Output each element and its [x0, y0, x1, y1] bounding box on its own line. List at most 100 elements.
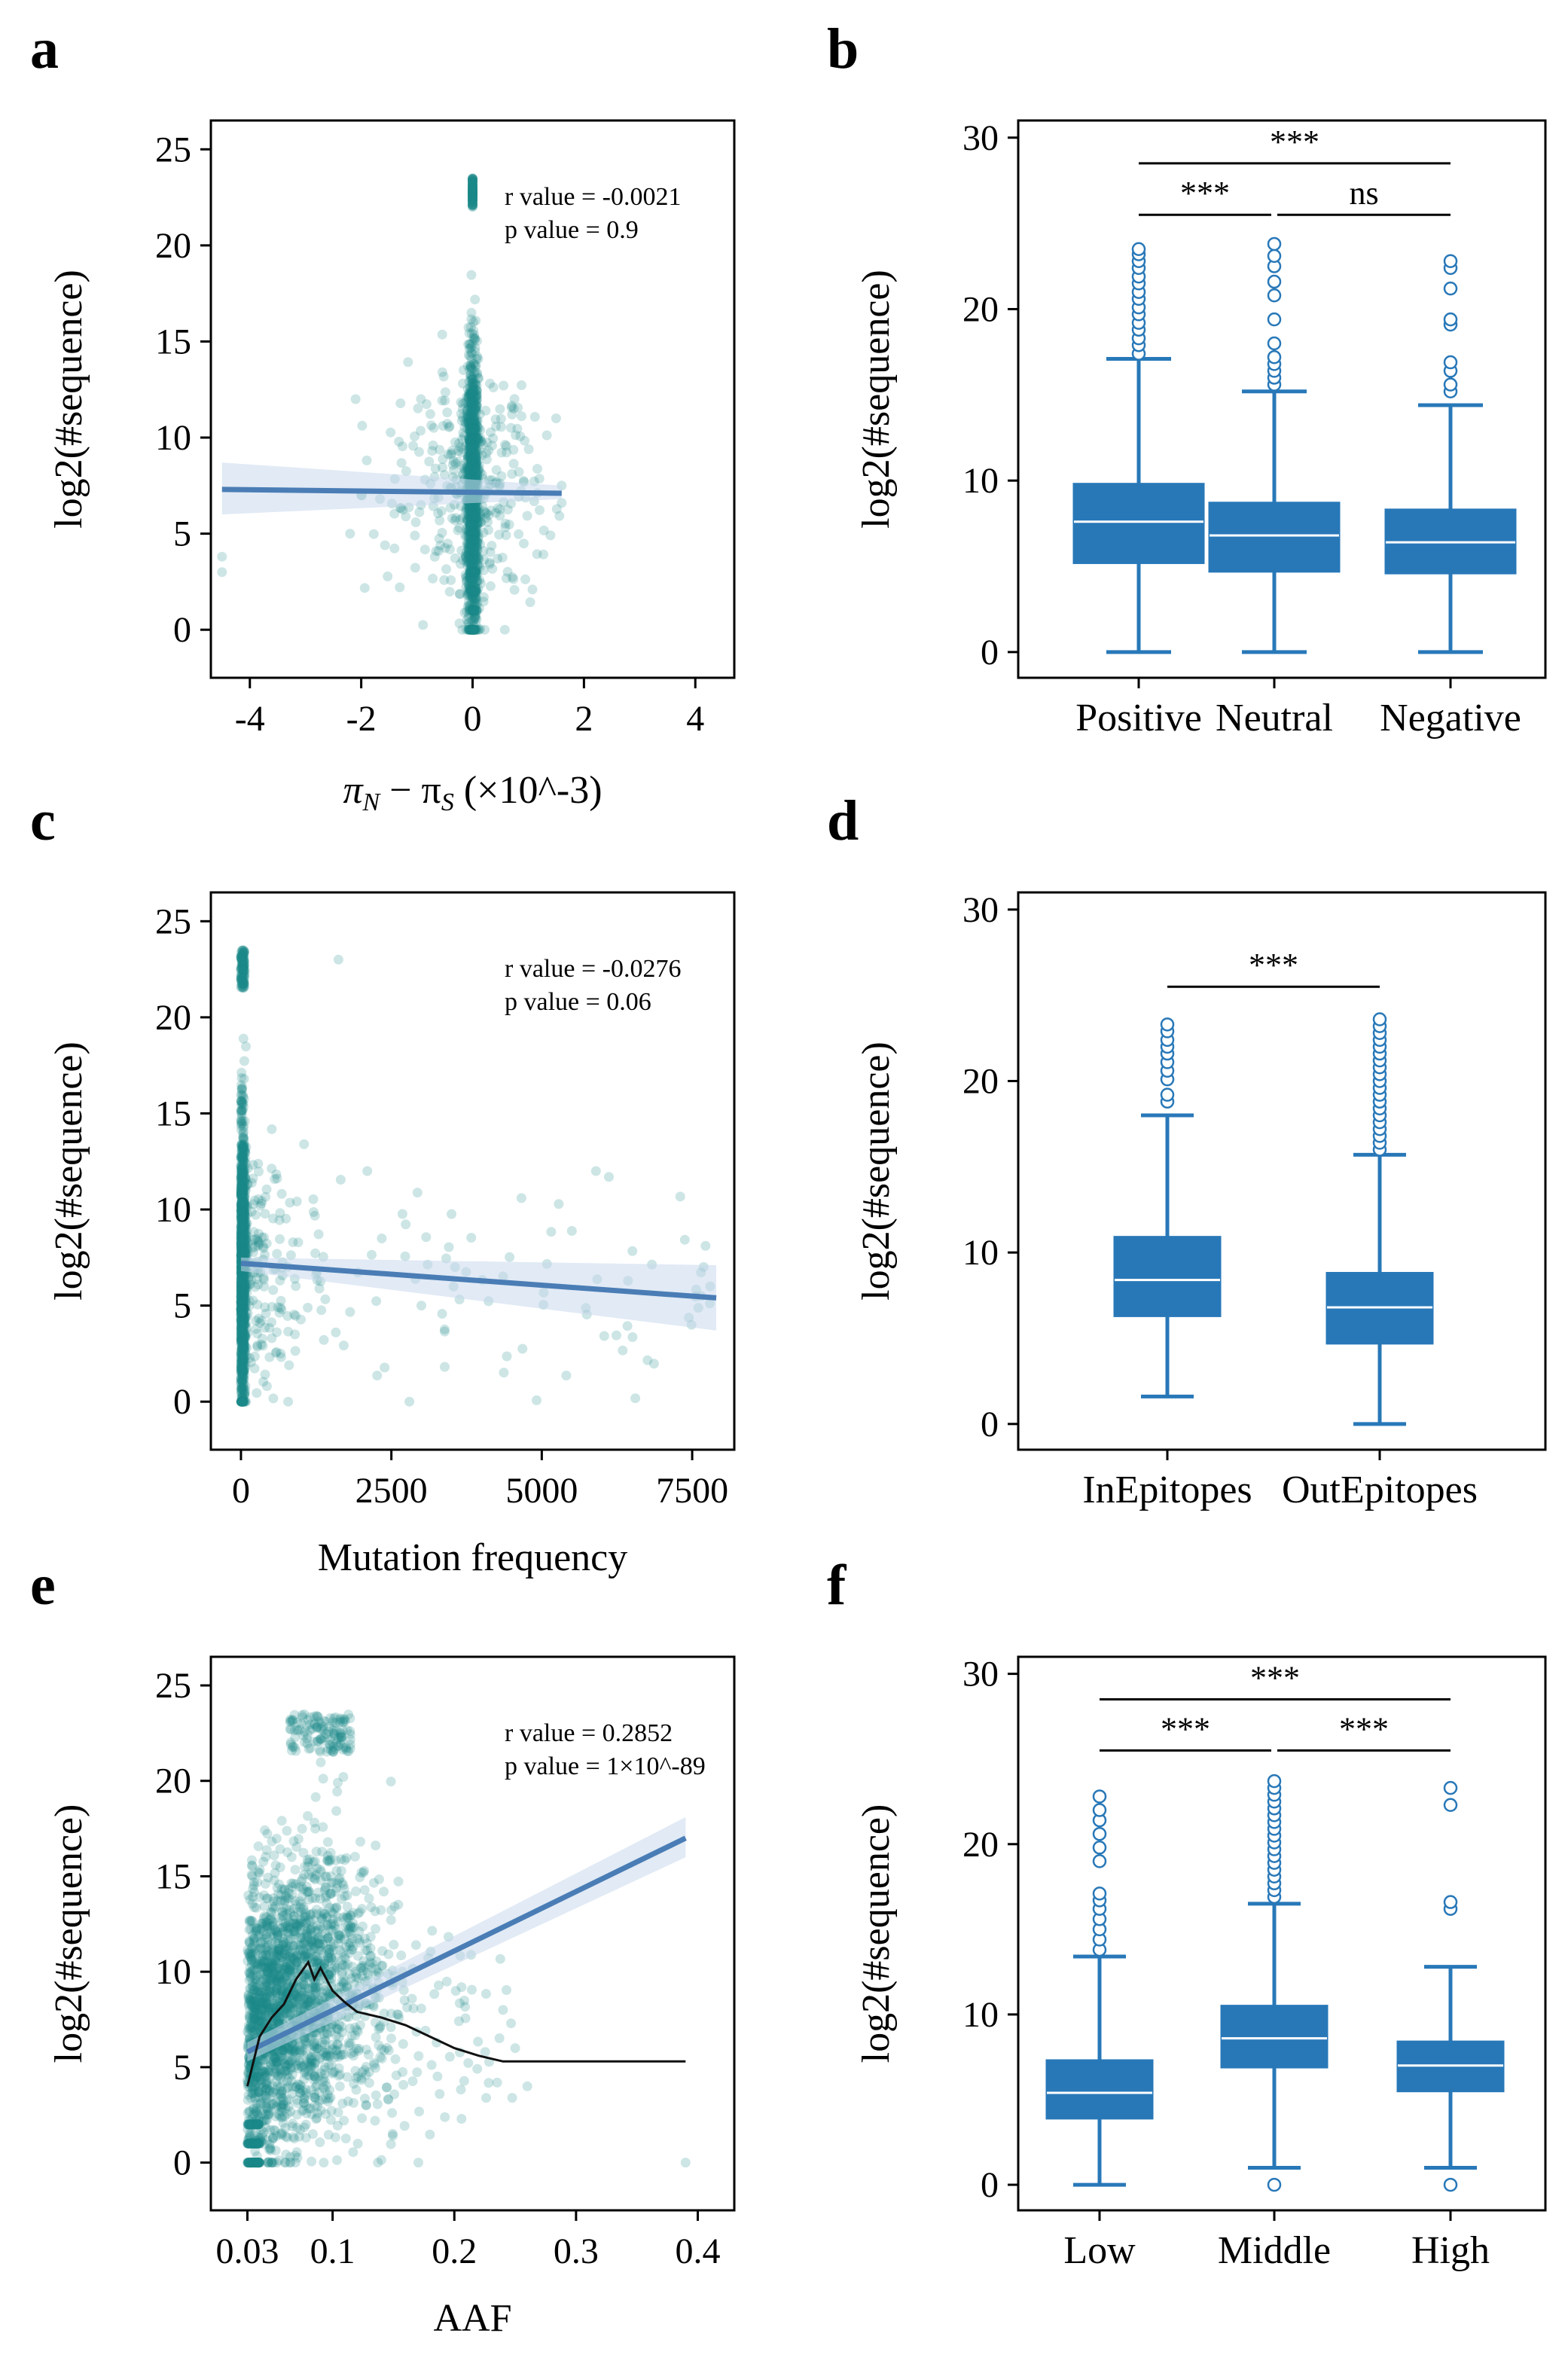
scatter-point [466, 270, 477, 280]
scatter-point [440, 1362, 450, 1372]
scatter-point [469, 519, 480, 529]
scatter-point [467, 509, 477, 520]
scatter-point [464, 525, 474, 535]
scatter-point [456, 416, 467, 426]
x-tick-label-c: 7500 [656, 1471, 728, 1511]
scatter-point [470, 567, 480, 578]
scatter-point [470, 471, 480, 481]
scatter-point [371, 1296, 382, 1307]
scatter-point [467, 574, 477, 584]
scatter-point [468, 416, 478, 426]
scatter-point [466, 407, 477, 418]
scatter-point [471, 389, 482, 400]
scatter-point [475, 539, 485, 550]
scatter-point [474, 459, 484, 470]
scatter-point [428, 573, 438, 584]
scatter-point [468, 458, 478, 468]
scatter-point [490, 414, 501, 425]
scatter-point [465, 624, 475, 635]
scatter-point [469, 586, 480, 596]
scatter-point [236, 1164, 247, 1175]
scatter-point [470, 525, 480, 535]
scatter-point [469, 567, 479, 578]
scatter-point [468, 428, 478, 438]
scatter-point [468, 624, 478, 635]
scatter-point [468, 624, 478, 635]
scatter-point [238, 1283, 248, 1294]
scatter-point [467, 389, 477, 399]
scatter-point [467, 416, 477, 426]
scatter-point [469, 425, 480, 435]
scatter-point [465, 448, 476, 459]
scatter-point [236, 1139, 247, 1149]
scatter-point [239, 1246, 250, 1257]
scatter-point [468, 520, 478, 530]
scatter-point [465, 459, 475, 470]
x-category-label-b: Negative [1380, 697, 1521, 740]
scatter-point [462, 514, 473, 525]
scatter-point [470, 505, 480, 515]
scatter-point [468, 460, 477, 471]
scatter-point [468, 428, 478, 438]
scatter-point [590, 1166, 601, 1176]
scatter-point [236, 1221, 247, 1231]
scatter-point [468, 585, 479, 596]
scatter-point [466, 523, 477, 534]
scatter-point [468, 200, 477, 210]
scatter-point [468, 567, 478, 578]
scatter-point [466, 419, 477, 429]
scatter-point [467, 457, 477, 468]
scatter-point [236, 1240, 247, 1250]
scatter-point [471, 553, 482, 563]
scatter-point [468, 465, 478, 476]
scatter-point [471, 467, 481, 477]
scatter-point [468, 594, 478, 605]
scatter-point [349, 1851, 360, 1862]
scatter-point [467, 459, 477, 470]
scatter-point [239, 1359, 249, 1370]
scatter-point [465, 401, 476, 411]
scatter-point [467, 328, 477, 339]
scatter-point [468, 195, 477, 206]
scatter-point [468, 190, 477, 200]
scatter-point [471, 456, 482, 467]
scatter-point [386, 427, 396, 438]
scatter-point [465, 508, 476, 518]
scatter-point [252, 1341, 263, 1350]
scatter-point [525, 597, 535, 608]
scatter-point [471, 391, 482, 401]
scatter-point [468, 421, 478, 431]
x-axis-label-c: Mutation frequency [318, 1536, 628, 1579]
scatter-point [468, 446, 478, 456]
scatter-point [238, 1366, 249, 1377]
scatter-point [466, 624, 477, 635]
scatter-point [465, 453, 475, 463]
scatter-point [463, 416, 474, 426]
scatter-point [466, 514, 477, 525]
scatter-point [470, 461, 480, 471]
scatter-point [239, 1287, 250, 1297]
scatter-point [468, 182, 477, 193]
scatter-point [460, 569, 471, 580]
scatter-point [468, 605, 478, 616]
scatter-point [475, 508, 486, 519]
scatter-point [463, 618, 474, 629]
scatter-point [523, 444, 534, 454]
scatter-point [470, 334, 480, 345]
scatter-point [466, 556, 477, 566]
scatter-point [464, 582, 474, 593]
scatter-point [469, 463, 480, 474]
scatter-point [467, 592, 477, 602]
scatter-point [472, 467, 483, 477]
scatter-point [468, 605, 478, 616]
scatter-point [236, 1218, 247, 1228]
scatter-point [472, 605, 483, 616]
scatter-point [466, 425, 477, 436]
scatter-point [466, 435, 477, 446]
scatter-point [468, 624, 478, 635]
scatter-point [236, 1304, 246, 1313]
scatter-point [471, 451, 482, 462]
scatter-point [236, 1206, 247, 1216]
scatter-point [476, 517, 487, 527]
scatter-point [467, 516, 477, 526]
